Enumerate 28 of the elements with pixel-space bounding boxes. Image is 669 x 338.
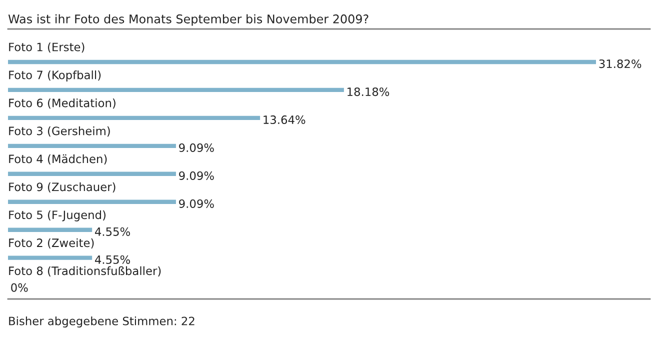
chart-title: Was ist ihr Foto des Monats September bis November 2009? — [8, 14, 368, 26]
y-tick-label: Foto 9 (Zuschauer) — [9, 182, 116, 193]
y-tick-label: Foto 1 (Erste) — [9, 42, 84, 53]
bar — [8, 172, 176, 176]
data-label: 0% — [11, 283, 28, 292]
data-label: 18.18% — [348, 87, 390, 96]
data-label: 31.82% — [599, 59, 642, 68]
bar — [8, 60, 596, 64]
data-label: 9.09% — [179, 199, 214, 208]
bar — [8, 256, 92, 260]
bar — [8, 88, 344, 92]
y-tick-label: Foto 5 (F-Jugend) — [9, 210, 106, 222]
data-label: 13.64% — [264, 115, 306, 124]
bar — [8, 144, 176, 148]
y-tick-label: Foto 3 (Gersheim) — [9, 126, 110, 137]
y-tick-label: Foto 7 (Kopfball) — [9, 70, 101, 82]
bar — [8, 228, 92, 232]
bar — [8, 116, 260, 120]
y-tick-label: Foto 6 (Meditation) — [9, 98, 116, 109]
y-tick-label: Foto 8 (Traditionsfußballer) — [9, 266, 161, 276]
data-label: 9.09% — [179, 143, 214, 152]
bar — [8, 200, 176, 204]
data-label: 9.09% — [179, 171, 214, 180]
data-label: 4.55% — [94, 255, 130, 264]
y-tick-label: Foto 2 (Zweite) — [9, 238, 94, 248]
text: Bisher abgegebene Stimmen: 22 — [9, 316, 194, 328]
data-label: 4.55% — [94, 227, 130, 236]
y-tick-label: Foto 4 (Mädchen) — [9, 154, 107, 165]
